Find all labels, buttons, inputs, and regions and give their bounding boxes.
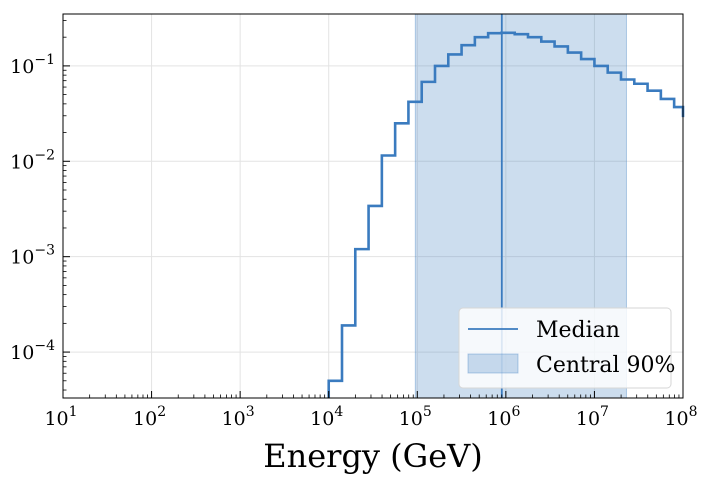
y-tick-label: 10−2 bbox=[10, 147, 55, 173]
y-tick-label: 10−3 bbox=[10, 243, 55, 269]
legend-median-label: Median bbox=[536, 318, 620, 343]
x-tick-label: 101 bbox=[44, 404, 77, 430]
grid-lines bbox=[63, 14, 683, 398]
x-tick-label: 102 bbox=[133, 404, 166, 430]
x-tick-label: 103 bbox=[222, 404, 255, 430]
axes-frame bbox=[62, 13, 684, 399]
y-tick-label: 10−1 bbox=[10, 52, 55, 78]
legend-band-swatch bbox=[467, 353, 519, 374]
histogram-step-line bbox=[327, 31, 685, 398]
y-tick-label: 10−4 bbox=[10, 338, 55, 364]
x-tick-label: 107 bbox=[576, 404, 609, 430]
x-tick-label: 108 bbox=[664, 404, 697, 430]
legend-box bbox=[458, 307, 672, 389]
x-tick-label: 104 bbox=[310, 404, 343, 430]
plot-area: 101 102 103 104 105 106 107 108 10−410−310−210−… bbox=[10, 13, 698, 475]
axis-ticks bbox=[62, 19, 684, 398]
legend: Median Central 90% bbox=[458, 307, 675, 389]
legend-band-label: Central 90% bbox=[536, 353, 675, 378]
x-tick-labels: 101 102 103 104 105 106 107 108 bbox=[44, 404, 697, 430]
x-axis-title: Energy (GeV) bbox=[263, 437, 483, 475]
y-tick-labels: 10−4 10−3 10−2 10−1 bbox=[10, 52, 55, 364]
x-tick-label: 105 bbox=[399, 404, 432, 430]
x-tick-label: 106 bbox=[487, 404, 520, 430]
